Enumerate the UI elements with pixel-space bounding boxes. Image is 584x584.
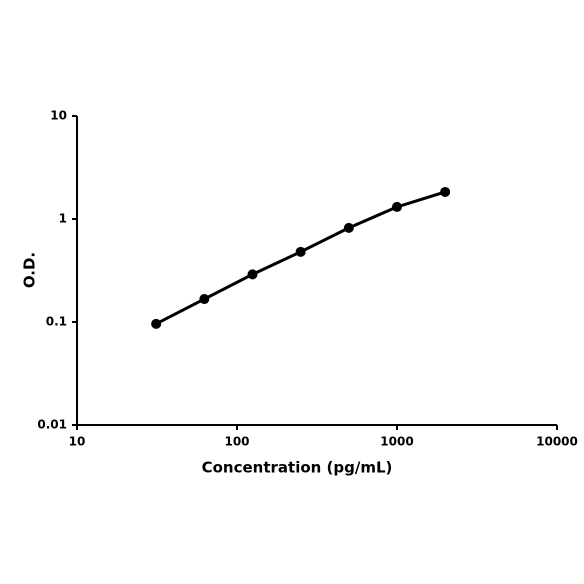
marker bbox=[440, 186, 451, 197]
x-axis-title: Concentration (pg/mL) bbox=[202, 459, 393, 477]
y-axis-title: O.D. bbox=[21, 252, 39, 288]
marker bbox=[295, 246, 306, 257]
marker bbox=[247, 269, 258, 280]
y-tick-label: 10 bbox=[50, 109, 67, 123]
marker bbox=[199, 294, 210, 305]
x-tick-label: 1000 bbox=[380, 435, 413, 449]
marker bbox=[151, 318, 162, 329]
y-tick-label: 1 bbox=[59, 212, 67, 226]
x-tick-label: 10000 bbox=[536, 435, 578, 449]
y-tick-label: 0.01 bbox=[37, 418, 67, 432]
x-tick-label: 10 bbox=[69, 435, 86, 449]
line bbox=[155, 190, 446, 326]
x-tick-label: 100 bbox=[224, 435, 249, 449]
marker bbox=[392, 201, 402, 212]
marker bbox=[343, 222, 354, 233]
y-tick-label: 0.1 bbox=[46, 315, 67, 329]
